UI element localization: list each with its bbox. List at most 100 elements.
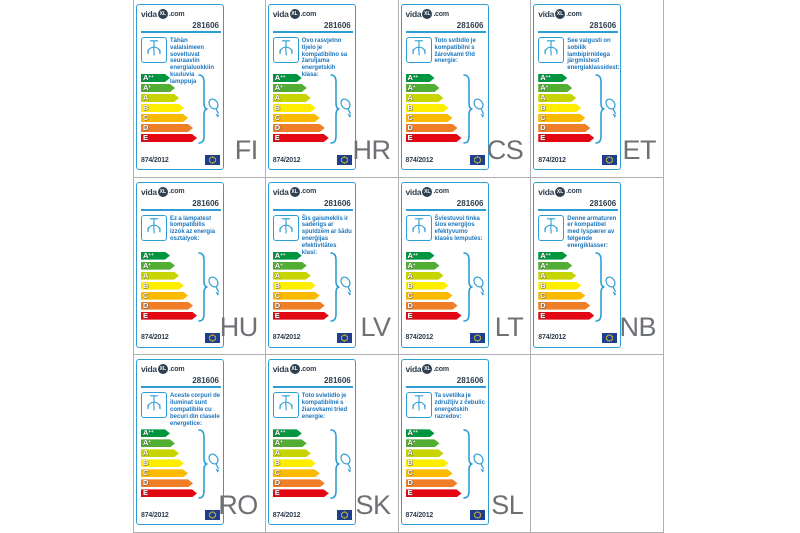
energy-class-letter: A — [407, 270, 413, 280]
energy-class-arrow: A — [538, 94, 576, 102]
energy-class-arrow: A — [538, 272, 576, 280]
info-section: Denne armaturen er kompatibel med lyspær… — [538, 214, 618, 249]
energy-arrows: A ++ A + A B C D E — [273, 252, 330, 322]
energy-class-letter: A — [274, 93, 281, 102]
energy-class-letter: A — [143, 438, 149, 448]
logo-vida-text: vida — [538, 9, 555, 19]
energy-class-arrow: A — [406, 94, 444, 102]
energy-scale: A ++ A + A B C D E — [406, 252, 486, 322]
energy-class-letter: E — [407, 488, 413, 498]
info-text: Šis gaismeklis ir saderīgs ar spuldzēm a… — [301, 215, 352, 256]
energy-class-arrow: D — [273, 479, 325, 487]
energy-class-letter: C — [407, 290, 413, 300]
class-pointer — [329, 429, 353, 500]
eu-flag-icon — [205, 510, 220, 521]
regulation-number: 874/2012 — [405, 334, 434, 342]
energy-class-letter: A — [407, 260, 413, 270]
info-section: Šis gaismeklis ir saderīgs ar spuldzēm a… — [272, 214, 353, 256]
vidaxl-logo: vida XL .com — [538, 8, 618, 20]
logo-vida-text: vida — [272, 186, 289, 197]
energy-class-letter: A — [143, 73, 149, 82]
regulation-number: 874/2012 — [538, 334, 566, 342]
divider-rule — [538, 208, 619, 211]
energy-class-letter: A — [540, 260, 546, 270]
divider-rule — [272, 31, 353, 33]
energy-class-arrow: A + — [273, 84, 307, 92]
energy-class-letter: D — [407, 300, 413, 310]
language-cell: vida XL .com 281606 — [265, 177, 399, 356]
energy-class-letter: C — [274, 468, 281, 478]
energy-class-arrow: A ++ — [406, 429, 435, 437]
eu-flag-icon — [205, 332, 220, 343]
energy-class-arrow: C — [141, 292, 188, 300]
info-section: Tähän valaisimeen soveltuvat seuraaviin … — [141, 37, 221, 85]
energy-class-arrow: A ++ — [141, 74, 170, 82]
energy-arrows: A ++ A + A B C D E — [406, 252, 463, 322]
energy-arrows: A ++ A + A B C D E — [273, 74, 330, 144]
energy-arrows: A ++ A + A B C D E — [141, 252, 198, 322]
energy-class-arrow: B — [538, 282, 581, 290]
energy-class-arrow: E — [141, 312, 197, 320]
energy-class-letter: E — [540, 133, 546, 142]
class-pointer — [198, 429, 221, 500]
logo-com-text: .com — [300, 10, 317, 18]
energy-class-arrow: D — [538, 302, 590, 310]
energy-class-arrow: C — [406, 114, 453, 122]
energy-class-letter: B — [274, 280, 281, 290]
energy-class-arrow: B — [141, 459, 184, 467]
energy-class-letter: D — [407, 123, 413, 132]
divider-rule — [141, 208, 221, 211]
product-number: 281606 — [192, 376, 219, 386]
energy-class-arrow: A ++ — [538, 74, 567, 82]
regulation-number: 874/2012 — [141, 511, 169, 519]
energy-class-letter: C — [274, 113, 281, 122]
energy-class-letter: A — [407, 93, 413, 102]
energy-class-letter: C — [143, 113, 149, 122]
energy-class-sup: ++ — [412, 251, 419, 257]
logo-xl-badge: XL — [422, 364, 433, 375]
energy-class-arrow: A — [406, 272, 444, 280]
energy-class-letter: B — [274, 103, 281, 112]
energy-class-letter: A — [274, 448, 281, 458]
logo-vida-text: vida — [141, 9, 157, 19]
energy-class-arrow: E — [141, 489, 197, 497]
product-number: 281606 — [324, 376, 351, 386]
logo-xl-badge: XL — [157, 9, 168, 19]
language-code: RO — [218, 490, 258, 520]
logo-xl-badge: XL — [157, 364, 168, 375]
energy-label: vida XL .com 281606 — [533, 4, 622, 170]
class-pointer — [595, 251, 618, 322]
energy-scale: A ++ A + A B C D E — [406, 429, 486, 500]
vidaxl-logo: vida XL .com — [273, 8, 353, 20]
energy-class-arrow: B — [273, 282, 316, 290]
energy-class-arrow: D — [406, 302, 458, 310]
class-pointer — [462, 429, 486, 500]
class-pointer — [462, 74, 486, 144]
energy-class-arrow: A ++ — [406, 74, 435, 82]
energy-class-letter: A — [540, 83, 546, 92]
energy-class-arrow: A ++ — [273, 74, 302, 82]
energy-class-letter: D — [143, 478, 149, 488]
logo-xl-badge: XL — [555, 9, 566, 19]
brace-icon — [198, 74, 208, 144]
info-text: Šviestuvui tinka šios energijos efektyvu… — [434, 215, 483, 243]
logo-vida-text: vida — [405, 186, 422, 197]
logo-vida-text: vida — [538, 186, 555, 197]
energy-class-arrow: E — [406, 489, 462, 497]
info-text: Denne armaturen er kompatibel med lyspær… — [567, 215, 617, 249]
eu-flag-icon — [469, 332, 485, 343]
energy-class-arrow: E — [273, 134, 329, 142]
class-pointer — [198, 74, 221, 144]
energy-class-letter: C — [540, 290, 546, 300]
info-section: Aceste corpuri de iluminat sunt compatib… — [141, 392, 221, 427]
energy-class-arrow: A — [273, 94, 311, 102]
chandelier-icon — [272, 214, 299, 241]
energy-label: vida XL .com 281606 — [400, 359, 489, 526]
label-footer: 874/2012 — [538, 332, 618, 343]
divider-rule — [141, 386, 221, 389]
energy-class-arrow: A — [141, 449, 179, 457]
energy-arrows: A ++ A + A B C D E — [141, 429, 198, 499]
energy-class-arrow: A ++ — [538, 252, 567, 260]
label-footer: 874/2012 — [538, 155, 618, 165]
energy-class-sup: + — [148, 84, 152, 89]
